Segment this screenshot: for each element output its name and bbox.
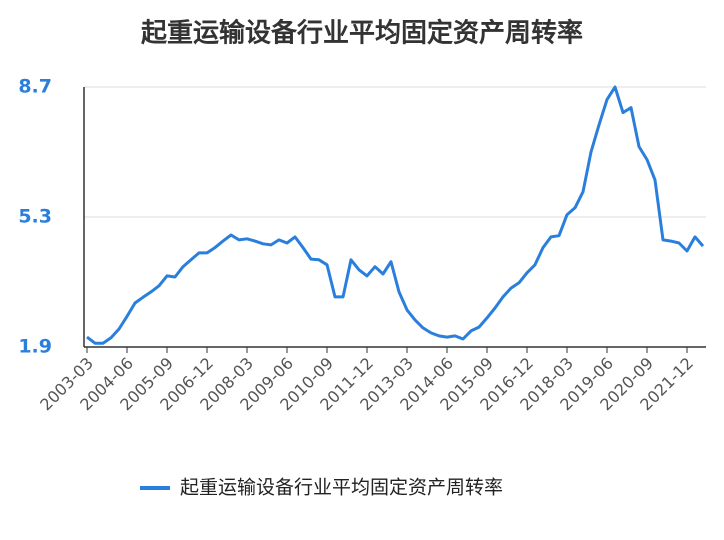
y-tick-label: 8.7 (18, 76, 52, 98)
legend-label: 起重运输设备行业平均固定资产周转率 (180, 477, 503, 499)
y-tick-label: 1.9 (18, 336, 52, 358)
chart-title: 起重运输设备行业平均固定资产周转率 (141, 18, 583, 49)
y-tick-label: 5.3 (18, 206, 52, 228)
data-line (86, 85, 705, 345)
